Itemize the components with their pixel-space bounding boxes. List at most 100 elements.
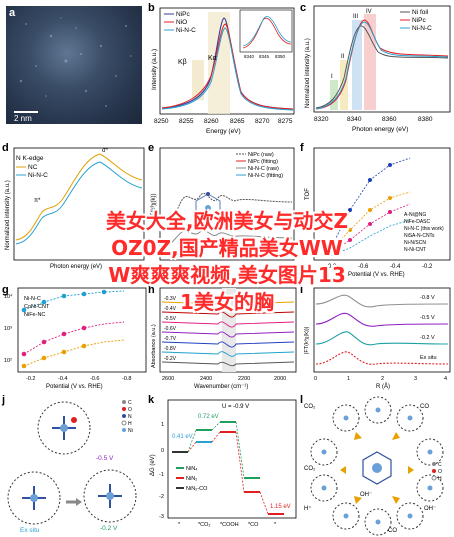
y-axis-label: |FT(k³χ(k))| xyxy=(304,327,310,354)
panel-b-label: b xyxy=(148,2,155,14)
inset-xtick: 8350 xyxy=(275,54,286,59)
annot-potential: -0.2 V xyxy=(100,525,118,532)
x-axis-label: Potential (V vs. RHE) xyxy=(46,384,103,390)
molecule-circle-left xyxy=(7,471,61,525)
series-markers xyxy=(21,289,107,369)
x-axis-label: Wavenumber (cm⁻¹) xyxy=(194,384,248,390)
annot-energy: 0.41 eV xyxy=(172,434,193,440)
cycle-label: CO₂ xyxy=(304,466,316,472)
legend-label: NiSA-N-CNTs xyxy=(404,233,435,239)
x-axis-label: Energy (eV) xyxy=(206,128,241,135)
annot-energy: 0.72 eV xyxy=(198,414,219,420)
plot-frame xyxy=(13,147,145,261)
legend: C O H xyxy=(431,462,442,482)
legend-label: Ni-N-C xyxy=(28,172,48,179)
cycle-core xyxy=(362,451,392,485)
x-tick: 8340 xyxy=(347,116,362,123)
annot-sigma: σ* xyxy=(102,148,109,154)
y-axis-label: ΔG (eV) xyxy=(150,454,156,476)
series-line-ninc xyxy=(161,27,294,111)
region-label: IV xyxy=(366,9,372,15)
x-axis-label: Potential (V vs. RHE) xyxy=(348,272,405,278)
x-tick: 2400 xyxy=(200,376,212,382)
legend-label: H xyxy=(438,476,442,482)
plot-frame xyxy=(313,287,451,373)
x-tick: 1 xyxy=(347,376,350,382)
x-tick: -0.6 xyxy=(358,264,369,270)
annot-pi: π* xyxy=(34,198,41,204)
x-tick: 2 xyxy=(381,376,384,382)
x-tick: 8255 xyxy=(179,118,194,125)
y-tick: 0 xyxy=(161,448,164,454)
panel-g: g Ni-N-C CoNi-CNT NiFe-NC 10⁴ 10³ 10² -0… xyxy=(0,282,150,390)
x-tick: *CO₂ xyxy=(198,522,211,528)
legend-label: C xyxy=(438,462,442,468)
legend: Ni foil NiPc Ni-N-C xyxy=(400,9,432,32)
annot-kalpha: Kα xyxy=(208,55,217,62)
curve-label: -0.2V xyxy=(164,356,177,362)
legend-label: N xyxy=(128,414,132,420)
series-line-ninc xyxy=(315,21,449,110)
legend-label: NiPc (fitting) xyxy=(248,159,278,165)
cycle-label: OH⁻ xyxy=(360,492,372,498)
x-tick: -0.2 xyxy=(26,376,35,382)
series-line-nipc xyxy=(315,19,449,110)
curve-label: -0.7V xyxy=(164,336,177,342)
plot-frame xyxy=(167,399,297,519)
y-axis-label: FT(k³χ(k)) xyxy=(151,194,157,220)
cycle-label: H⁺ xyxy=(304,505,312,512)
legend: NiN₄ NiN₂ NiN₂-CO xyxy=(176,466,208,492)
y-ticks: 10⁴ 10³ 10² xyxy=(4,293,13,364)
x-axis-label: Photon energy (eV) xyxy=(352,126,408,133)
curve-labels: -0.3V -0.4V -0.5V -0.6V -0.7V -0.8V -0.2… xyxy=(164,296,177,362)
x-tick: 8265 xyxy=(230,118,245,125)
y-axis-label: Normalized intensity (a.u.) xyxy=(5,180,11,250)
x-tick: 3 xyxy=(414,376,417,382)
x-axis-label: R (Å) xyxy=(376,383,390,390)
curve-label: -0.5 V xyxy=(420,315,435,321)
y-tick: 10³ xyxy=(4,326,12,332)
legend-label: NiFe-DASC xyxy=(404,219,431,225)
series-lines xyxy=(315,294,449,365)
panel-d-label: d xyxy=(2,142,9,154)
panel-c: c I II III IV Ni foil NiPc Ni-N-C 8320 8… xyxy=(300,0,454,135)
molecule-model xyxy=(194,192,222,223)
region-labels: I II III IV xyxy=(331,9,372,80)
x-tick: * xyxy=(274,522,277,528)
inset-xtick: 8345 xyxy=(259,54,270,59)
cycle-labels: CO₂ CO H⁺ OH⁻ CO OH⁻ CO₂ xyxy=(304,404,436,534)
legend-label: H xyxy=(128,421,132,427)
panel-k-label: k xyxy=(148,394,155,406)
y-tick: -3 xyxy=(159,514,164,520)
curve-label: -0.8V xyxy=(164,346,177,352)
x-ticks: -0.8 -0.6 -0.4 -0.2 xyxy=(326,264,433,270)
y-tick: 10² xyxy=(4,358,12,364)
x-tick: 8380 xyxy=(418,116,433,123)
tem-micrograph xyxy=(6,6,142,124)
legend-label: A-Ni@NG xyxy=(404,212,426,218)
panel-h: h -0.3V -0.4V -0.5V -0.6V -0.7V -0.8V -0… xyxy=(148,282,300,390)
x-tick: -0.4 xyxy=(390,264,401,270)
legend-label: Ni xyxy=(128,428,133,434)
panel-e-label: e xyxy=(148,142,155,154)
region-label: II xyxy=(341,54,345,60)
panel-l-label: l xyxy=(300,394,304,406)
x-axis-label: Photon energy (eV) xyxy=(50,264,102,270)
x-tick: 8320 xyxy=(314,116,329,123)
curve-label: -0.3V xyxy=(164,296,177,302)
annot-energy: 1.15 eV xyxy=(270,504,291,510)
legend-label: NiN₄ xyxy=(186,466,198,472)
plot-frame xyxy=(313,147,451,261)
legend-label: CoNi-CNT xyxy=(24,304,50,310)
y-axis-label: Normalized intensity (a.u.) xyxy=(305,38,311,108)
legend-label: NiFe-NC xyxy=(24,312,45,318)
x-tick: -0.8 xyxy=(122,376,131,382)
series-line-nipc-raw xyxy=(161,193,293,231)
y-tick: 10⁴ xyxy=(4,293,13,300)
series-lines xyxy=(161,301,295,367)
tem-texture xyxy=(19,17,132,107)
y-tick: 1 xyxy=(161,422,164,428)
legend: A-Ni@NG NiFe-DASC Ni-N-C (this work) NiS… xyxy=(404,212,444,253)
legend: Ni-N-C CoNi-CNT NiFe-NC xyxy=(24,296,50,318)
y-tick: -1 xyxy=(159,472,164,478)
